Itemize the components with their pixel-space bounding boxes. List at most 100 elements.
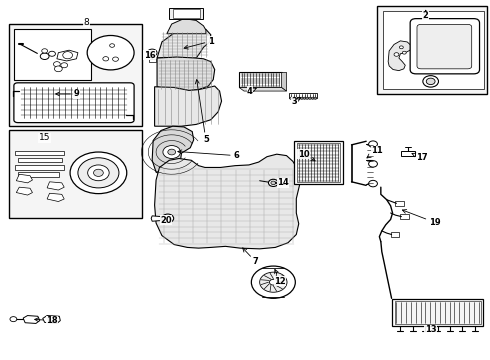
Circle shape — [309, 97, 312, 99]
Text: 20: 20 — [160, 216, 172, 225]
Circle shape — [49, 51, 55, 56]
Circle shape — [87, 36, 134, 70]
Bar — [400, 214, 409, 220]
Polygon shape — [151, 216, 161, 221]
Circle shape — [300, 97, 303, 99]
Text: 16: 16 — [144, 51, 156, 60]
Polygon shape — [157, 28, 211, 59]
Bar — [9, 24, 143, 126]
Bar — [9, 130, 143, 218]
FancyBboxPatch shape — [410, 19, 480, 74]
Circle shape — [290, 97, 293, 99]
Text: 8: 8 — [83, 18, 89, 27]
Text: 14: 14 — [275, 178, 289, 187]
Circle shape — [270, 279, 277, 285]
Text: 1: 1 — [184, 37, 214, 49]
Circle shape — [295, 97, 298, 99]
Circle shape — [423, 76, 439, 87]
Circle shape — [297, 97, 300, 99]
Text: 17: 17 — [412, 153, 428, 162]
Polygon shape — [167, 19, 206, 34]
Bar — [14, 30, 91, 80]
Bar — [401, 151, 415, 156]
Text: 10: 10 — [298, 150, 315, 161]
Circle shape — [368, 141, 377, 147]
Circle shape — [269, 179, 278, 186]
Polygon shape — [47, 193, 64, 202]
Circle shape — [402, 51, 406, 54]
Circle shape — [368, 161, 377, 167]
Circle shape — [63, 51, 73, 59]
Circle shape — [271, 181, 276, 185]
Bar — [392, 299, 484, 326]
Bar — [391, 232, 399, 237]
Text: 9: 9 — [56, 89, 79, 98]
Polygon shape — [239, 87, 287, 91]
Circle shape — [53, 62, 60, 67]
Polygon shape — [43, 316, 60, 323]
Circle shape — [426, 78, 435, 85]
FancyBboxPatch shape — [14, 83, 134, 123]
Circle shape — [368, 180, 377, 187]
Text: 12: 12 — [274, 269, 286, 285]
Bar — [172, 9, 200, 18]
Polygon shape — [152, 126, 194, 177]
Circle shape — [40, 53, 49, 59]
Circle shape — [61, 63, 68, 68]
Bar — [297, 143, 340, 182]
Circle shape — [10, 317, 17, 321]
Polygon shape — [157, 57, 215, 91]
Bar — [18, 172, 59, 177]
Polygon shape — [57, 50, 78, 61]
Circle shape — [150, 51, 155, 54]
Bar — [15, 165, 64, 170]
Polygon shape — [149, 59, 156, 62]
Bar — [394, 301, 481, 324]
Bar — [395, 201, 404, 206]
Text: 4: 4 — [247, 86, 256, 95]
Bar — [15, 151, 64, 155]
Polygon shape — [155, 86, 221, 126]
Circle shape — [70, 152, 127, 194]
Circle shape — [303, 97, 306, 99]
Bar — [239, 72, 282, 87]
Text: 13: 13 — [425, 325, 437, 334]
Polygon shape — [16, 174, 32, 183]
Circle shape — [42, 49, 48, 53]
Text: 11: 11 — [367, 146, 383, 158]
Circle shape — [162, 214, 173, 223]
Circle shape — [306, 97, 309, 99]
Circle shape — [147, 49, 157, 56]
Polygon shape — [282, 72, 287, 91]
Circle shape — [251, 266, 295, 298]
Circle shape — [168, 149, 175, 155]
Text: 3: 3 — [291, 97, 300, 106]
Circle shape — [292, 97, 295, 99]
Circle shape — [94, 169, 103, 176]
Circle shape — [399, 46, 403, 49]
Circle shape — [88, 165, 109, 181]
Circle shape — [163, 145, 180, 158]
Bar — [383, 12, 485, 89]
Text: 19: 19 — [402, 210, 441, 227]
Circle shape — [54, 66, 62, 72]
Bar — [18, 158, 62, 162]
Polygon shape — [155, 154, 300, 249]
Circle shape — [78, 158, 119, 188]
Polygon shape — [289, 93, 318, 98]
Text: 18: 18 — [35, 316, 58, 325]
Text: 7: 7 — [243, 248, 259, 266]
Bar — [169, 8, 203, 19]
FancyBboxPatch shape — [417, 24, 472, 69]
Text: 5: 5 — [196, 80, 209, 144]
Text: 2: 2 — [423, 10, 429, 20]
Circle shape — [103, 57, 109, 61]
Circle shape — [314, 97, 317, 99]
Polygon shape — [103, 44, 118, 55]
Circle shape — [394, 53, 399, 56]
Circle shape — [110, 44, 115, 47]
Text: 15: 15 — [39, 133, 50, 142]
Polygon shape — [388, 41, 411, 71]
Bar — [294, 141, 343, 184]
Circle shape — [48, 316, 56, 322]
